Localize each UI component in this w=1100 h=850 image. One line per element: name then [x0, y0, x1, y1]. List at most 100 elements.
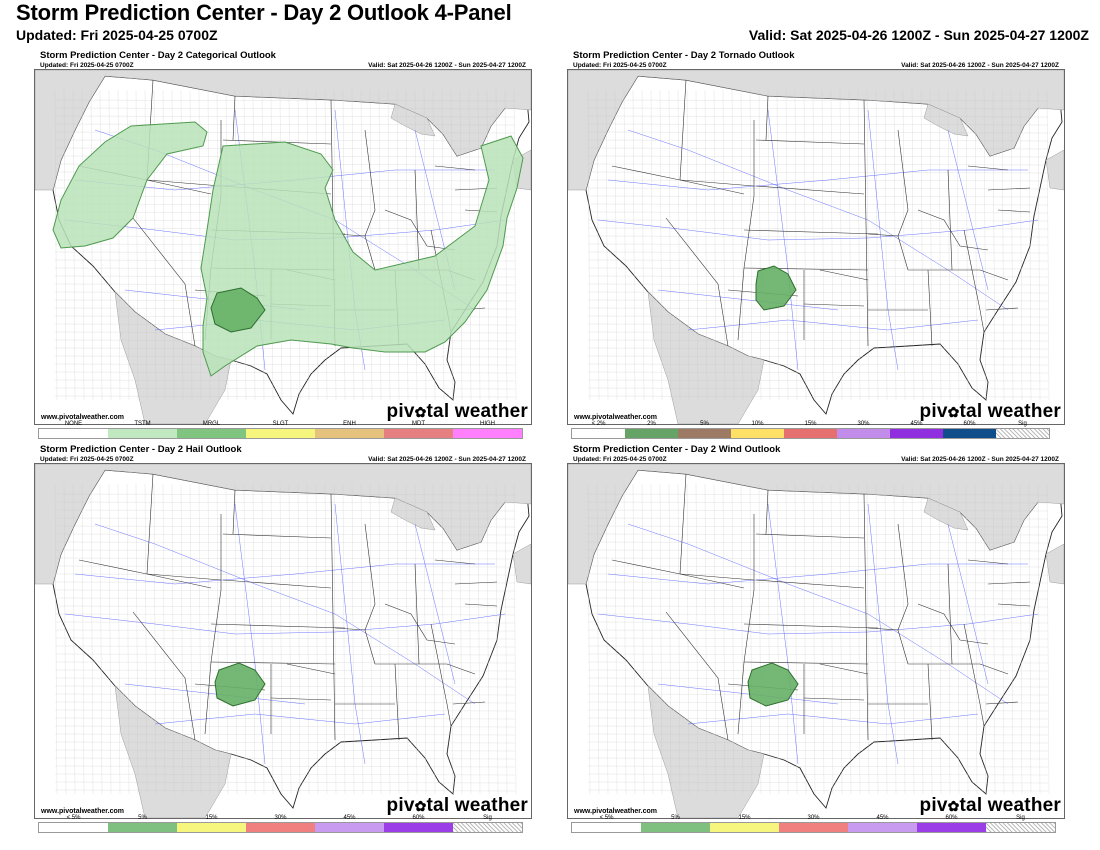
state-border	[222, 533, 332, 539]
state-border	[222, 579, 332, 589]
legend-item: 60%	[943, 421, 996, 438]
panel-valid: Valid: Sat 2025-04-26 1200Z - Sun 2025-0…	[901, 62, 1059, 69]
legend-item: 45%	[315, 815, 384, 832]
surrounding-land	[390, 103, 436, 137]
tstm-area-central-east	[200, 135, 524, 377]
legend-label: 45%	[876, 815, 889, 821]
state-border	[755, 185, 865, 195]
state-border	[146, 573, 222, 581]
state-border	[979, 663, 1009, 675]
watermark-site: www.pivotalweather.com	[574, 808, 657, 815]
legend-bar: < 5% 5% 15% 30% 45% 60% Sig	[571, 815, 1056, 833]
surrounding-land	[35, 70, 531, 191]
legend-swatch	[678, 429, 731, 438]
legend-swatch	[710, 823, 779, 832]
county-lines	[587, 483, 1050, 795]
watermark-site: www.pivotalweather.com	[41, 414, 124, 421]
gear-icon: ✿	[947, 404, 960, 420]
legend-swatch	[108, 823, 177, 832]
hail-panel: Storm Prediction Center - Day 2 Hail Out…	[32, 444, 532, 836]
legend-swatch	[779, 823, 848, 832]
state-border	[210, 661, 336, 665]
legend-label: < 5%	[599, 815, 614, 821]
wind-map: www.pivotalweather.com piv✿tal weather	[567, 463, 1065, 819]
legend-item: MDT	[384, 421, 453, 438]
legend-label: TSTM	[134, 421, 151, 427]
county-lines	[54, 483, 517, 795]
hail-map: www.pivotalweather.com piv✿tal weather	[34, 463, 532, 819]
categorical-map: www.pivotalweather.com piv✿tal weather	[34, 69, 532, 425]
county-lines	[587, 89, 1050, 401]
legend-label: 10%	[751, 421, 764, 427]
legend-item: 30%	[246, 815, 315, 832]
state-border	[819, 269, 869, 281]
legend-label: < 2%	[591, 421, 606, 427]
panel-title: Storm Prediction Center - Day 2 Wind Out…	[573, 444, 781, 455]
state-border	[967, 165, 1009, 171]
tstm-area-northwest	[52, 121, 208, 249]
state-border	[132, 611, 196, 741]
state-border	[755, 139, 865, 145]
pivotal-weather-logo: piv✿tal weather	[386, 795, 528, 816]
legend-swatch	[39, 823, 108, 832]
legend-label: 2%	[647, 421, 656, 427]
legend-item: TSTM	[108, 421, 177, 438]
surrounding-land	[647, 291, 765, 424]
state-border	[446, 663, 476, 675]
legend-item: 60%	[917, 815, 986, 832]
map-svg	[35, 464, 531, 818]
surrounding-land	[35, 464, 531, 585]
legend-swatch	[943, 429, 996, 438]
pivotal-weather-logo: piv✿tal weather	[919, 795, 1061, 816]
legend-swatch	[848, 823, 917, 832]
legend-label: SLGT	[272, 421, 289, 427]
legend-swatch	[315, 823, 384, 832]
legend-label: 30%	[807, 815, 820, 821]
tornado-map: www.pivotalweather.com piv✿tal weather	[567, 69, 1065, 425]
legend-item: 10%	[731, 421, 784, 438]
panel-updated: Updated: Fri 2025-04-25 0700Z	[573, 456, 667, 463]
state-border	[132, 217, 196, 347]
surrounding-land	[512, 543, 531, 585]
pivotal-weather-logo: piv✿tal weather	[386, 401, 528, 422]
surrounding-land	[568, 70, 1064, 191]
state-border	[146, 179, 222, 187]
hail-5pct-area	[214, 662, 266, 707]
map-svg	[35, 70, 531, 424]
legend-label: ENH	[343, 421, 356, 427]
legend-swatch	[246, 429, 315, 438]
state-border	[394, 663, 400, 741]
state-border	[947, 563, 953, 665]
state-border	[863, 99, 869, 347]
watermark-site: www.pivotalweather.com	[41, 808, 124, 815]
state-border	[146, 473, 154, 575]
panel-valid: Valid: Sat 2025-04-26 1200Z - Sun 2025-0…	[368, 62, 526, 69]
state-border	[430, 623, 452, 727]
state-border	[679, 473, 687, 575]
state-border	[755, 579, 865, 589]
surrounding-land	[114, 685, 232, 818]
legend-swatch	[625, 429, 678, 438]
state-border	[917, 209, 989, 251]
panel-updated: Updated: Fri 2025-04-25 0700Z	[40, 456, 134, 463]
surrounding-land	[568, 464, 1064, 585]
legend-item: < 5%	[572, 815, 641, 832]
surrounding-land	[647, 685, 765, 818]
legend-swatch	[731, 429, 784, 438]
legend-swatch	[108, 429, 177, 438]
surrounding-land	[390, 497, 436, 531]
legend-label: NONE	[64, 421, 83, 427]
state-border	[737, 514, 755, 735]
legend-swatch	[177, 429, 246, 438]
state-border	[384, 603, 456, 645]
legend-item: 30%	[779, 815, 848, 832]
legend-swatch	[315, 429, 384, 438]
state-border	[979, 269, 1009, 281]
gear-icon: ✿	[414, 404, 427, 420]
state-border	[803, 303, 865, 307]
legend-item: 5%	[641, 815, 710, 832]
legend-swatch	[572, 823, 641, 832]
legend-label: 15%	[205, 815, 218, 821]
state-border	[665, 217, 729, 347]
panel-title: Storm Prediction Center - Day 2 Hail Out…	[40, 444, 242, 455]
